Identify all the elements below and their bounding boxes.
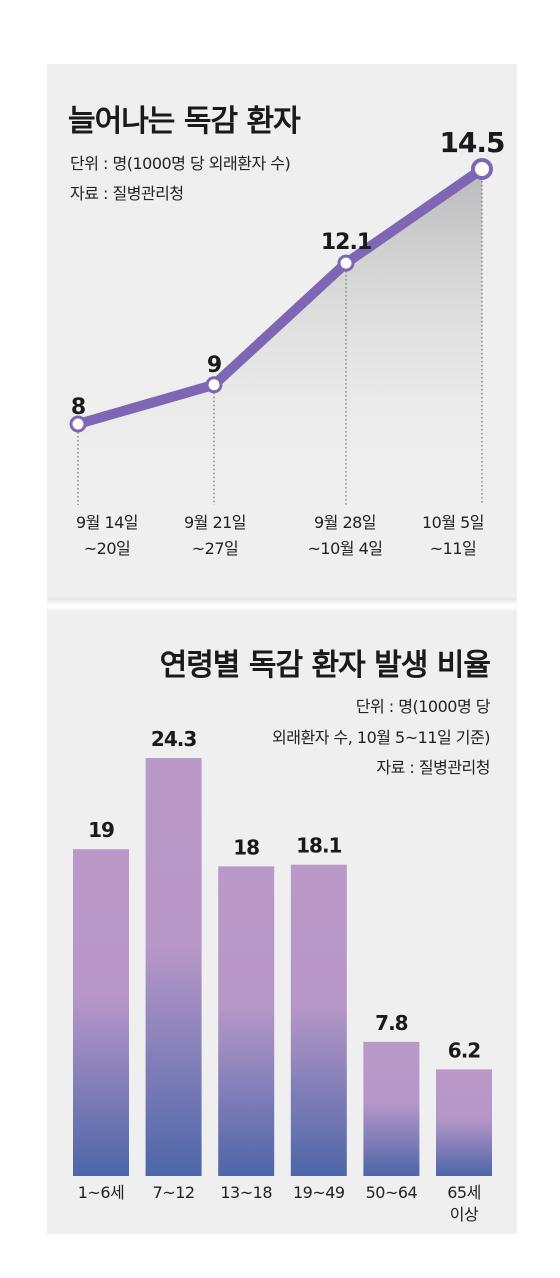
bar-chart-source-note: 자료 : 질병관리청 — [376, 758, 490, 777]
line-x-label-0-1: ~20일 — [84, 539, 131, 558]
line-x-label-1-1: ~27일 — [192, 539, 239, 558]
line-chart-source-note: 자료 : 질병관리청 — [70, 184, 184, 203]
bar-4 — [363, 1041, 420, 1176]
line-area-fill — [78, 169, 482, 505]
bar-value-label-5: 6.2 — [448, 1038, 481, 1062]
bar-x-label-2-0: 13~18 — [220, 1183, 272, 1202]
bar-1 — [145, 758, 202, 1176]
line-value-label-1: 9 — [207, 353, 221, 378]
bar-x-label-1-0: 7~12 — [153, 1183, 195, 1202]
bar-2 — [218, 866, 275, 1176]
line-chart-title: 늘어나는 독감 환자 — [68, 104, 301, 139]
bar-3 — [290, 864, 347, 1176]
bar-x-label-5-0: 65세 — [447, 1183, 481, 1202]
bar-x-label-3-0: 19~49 — [293, 1183, 345, 1202]
bar-chart-title: 연령별 독감 환자 발생 비율 — [159, 648, 491, 683]
line-value-label-3: 14.5 — [439, 126, 504, 159]
bar-value-label-4: 7.8 — [375, 1011, 408, 1035]
line-series — [73, 164, 487, 429]
bar-x-label-4-0: 50~64 — [366, 1183, 418, 1202]
bar-5 — [436, 1069, 492, 1176]
line-value-label-2: 12.1 — [321, 230, 371, 255]
line-x-label-3-1: ~11일 — [430, 539, 477, 558]
line-chart-unit-note: 단위 : 명(1000명 당 외래환자 수) — [70, 154, 291, 173]
line-point-3 — [471, 158, 493, 181]
bar-value-label-0: 19 — [88, 818, 114, 842]
line-point-2 — [337, 254, 355, 272]
bar-x-label-0-0: 1~6세 — [78, 1183, 125, 1202]
line-chart: 8 9 12.1 14.5 9월 14일 ~20일 9월 21일 ~27일 9월 28일 ~10… — [69, 126, 506, 558]
line-value-label-0: 8 — [71, 395, 85, 420]
bar-chart-unit-note-line1: 단위 : 명(1000명 당 — [355, 697, 491, 716]
bar-chart-unit-note-line2: 외래환자 수, 10월 5~11일 기준) — [272, 728, 490, 747]
line-x-label-0-0: 9월 14일 — [76, 513, 138, 532]
line-x-label-3-0: 10월 5일 — [422, 513, 484, 532]
bar-x-label-5-1: 이상 — [450, 1205, 479, 1224]
panel-divider — [47, 598, 517, 614]
line-x-label-2-1: ~10월 4일 — [308, 539, 383, 558]
bar-value-label-2: 18 — [233, 835, 259, 859]
bar-value-label-1: 24.3 — [151, 727, 196, 751]
bar-0 — [73, 849, 129, 1176]
line-point-0 — [69, 415, 87, 433]
line-point-1 — [205, 376, 223, 394]
line-x-label-1-0: 9월 21일 — [184, 513, 246, 532]
bar-value-label-3: 18.1 — [296, 834, 341, 858]
bar-chart: 19 24.3 18 18.1 7.8 6.2 1~6세 7~12 13~18 19~49 50~… — [73, 727, 492, 1224]
line-x-label-2-0: 9월 28일 — [314, 513, 376, 532]
